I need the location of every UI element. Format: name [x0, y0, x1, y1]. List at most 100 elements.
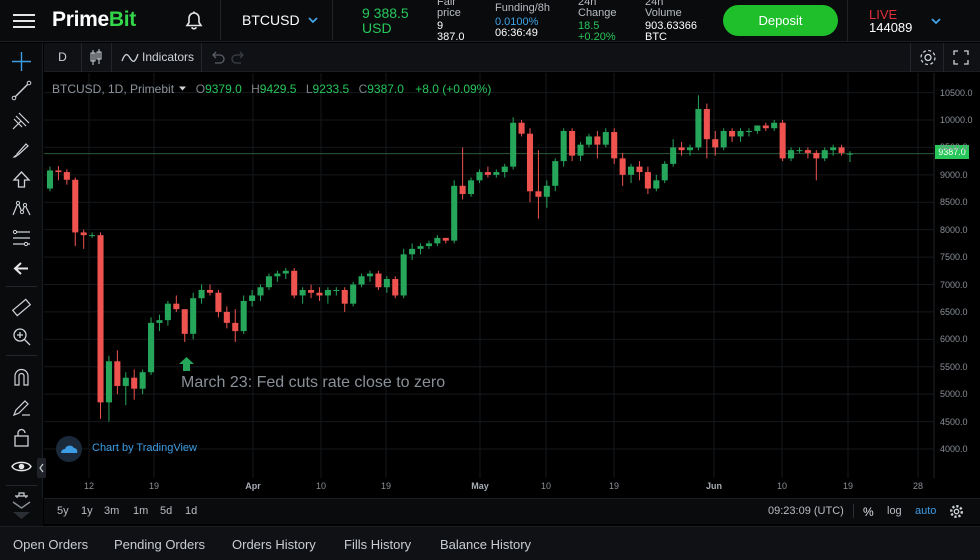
fair-price-value-line1: 9 — [437, 20, 444, 32]
indicators-label: Indicators — [142, 50, 195, 64]
magnet-icon[interactable] — [11, 367, 32, 388]
fib-retracement-icon[interactable] — [11, 228, 32, 249]
caret-down-icon[interactable] — [179, 85, 187, 92]
drawing-toolbar — [0, 43, 43, 526]
candle-up — [425, 243, 432, 247]
candle-up — [577, 144, 584, 156]
symbol-selector[interactable]: BTCUSD — [220, 0, 333, 40]
volume-values: 903.63366 BTC — [645, 21, 697, 43]
percent-scale-toggle[interactable]: % — [863, 505, 874, 519]
candle-down — [535, 191, 542, 197]
candle-style-button[interactable] — [82, 43, 112, 72]
candle-down — [72, 179, 79, 233]
fullscreen-button[interactable] — [944, 43, 978, 72]
undo-icon[interactable] — [207, 43, 227, 72]
candle-down — [729, 130, 736, 137]
candle-up — [686, 147, 694, 151]
undo-redo-group — [202, 43, 252, 72]
range-3m[interactable]: 3m — [104, 505, 120, 517]
time-axis-label: 28 — [912, 481, 924, 491]
range-1m[interactable]: 1m — [133, 505, 149, 517]
primebit-logo[interactable]: PrimeBit — [52, 8, 136, 32]
pattern-icon[interactable] — [11, 198, 32, 219]
price-axis-label: 10500.0 — [940, 87, 973, 98]
change-pct: +0.20% — [578, 31, 616, 43]
candle-down — [594, 136, 601, 145]
candle-up — [560, 130, 567, 162]
candle-up — [324, 289, 331, 296]
volume-label: 24h Volume — [645, 0, 682, 19]
time-axis[interactable]: 12 19 Apr 10 19 May 10 19 Jun 10 19 28 — [44, 479, 980, 497]
toolbar-divider — [6, 286, 37, 287]
collapse-toolbar-button[interactable] — [37, 458, 46, 478]
price-chart[interactable] — [44, 73, 980, 498]
auto-scale-toggle[interactable]: auto — [915, 505, 937, 517]
fair-price-label: Fair price — [437, 0, 461, 19]
deposit-button[interactable]: Deposit — [723, 5, 838, 36]
candle-down — [569, 130, 576, 156]
arrow-left-icon[interactable] — [11, 258, 32, 279]
candle-up — [788, 150, 795, 159]
stay-drawing-icon[interactable] — [11, 397, 32, 418]
lock-icon[interactable] — [11, 427, 32, 448]
utc-time[interactable]: 09:23:09 (UTC) — [768, 505, 844, 517]
candle-up — [46, 170, 54, 189]
volume-label-line2: Volume — [645, 7, 682, 19]
range-bar-divider — [853, 504, 854, 518]
chart-settings-button[interactable] — [910, 43, 944, 72]
candle-up — [274, 273, 281, 277]
range-1y[interactable]: 1y — [81, 505, 93, 517]
pitchfork-icon[interactable] — [11, 110, 32, 131]
fair-price-label-line1: Fair — [437, 0, 456, 8]
candle-up — [821, 150, 828, 159]
candle-up — [358, 276, 365, 285]
log-scale-toggle[interactable]: log — [887, 505, 902, 517]
arrow-up-tool-icon[interactable] — [11, 169, 32, 190]
candle-down — [459, 185, 466, 195]
tab-open-orders[interactable]: Open Orders — [13, 537, 89, 552]
candle-up — [830, 147, 837, 151]
range-1d[interactable]: 1d — [185, 505, 198, 517]
candle-up — [493, 172, 500, 175]
eye-icon[interactable] — [11, 456, 32, 477]
candle-up — [434, 237, 441, 244]
candle-up — [585, 136, 592, 145]
tab-fills-history[interactable]: Fills History — [344, 537, 412, 552]
toolbar-scroll-button[interactable] — [0, 498, 43, 526]
zoom-in-icon[interactable] — [11, 326, 32, 347]
legend-symbol[interactable]: BTCUSD, 1D, Primebit — [52, 82, 175, 96]
chevron-down-icon — [12, 501, 31, 519]
candle-up — [501, 166, 508, 173]
range-5d[interactable]: 5d — [160, 505, 173, 517]
redo-icon[interactable] — [229, 43, 249, 72]
candle-up — [695, 109, 702, 148]
candle-down — [63, 172, 70, 180]
legend-open-label: O — [195, 82, 206, 96]
bell-icon[interactable] — [183, 10, 205, 32]
candle-down — [678, 147, 685, 151]
hamburger-menu-icon[interactable] — [13, 11, 35, 31]
price-axis-label: 9000.0 — [940, 169, 968, 180]
tab-balance-history[interactable]: Balance History — [440, 537, 532, 552]
candle-up — [299, 289, 306, 296]
account-selector[interactable]: LIVE 144089 — [847, 0, 980, 42]
range-5y[interactable]: 5y — [57, 505, 69, 517]
ruler-icon[interactable] — [11, 297, 32, 318]
price-axis-label: 4500.0 — [940, 416, 968, 427]
tab-orders-history[interactable]: Orders History — [232, 537, 316, 552]
crosshair-icon[interactable] — [11, 51, 32, 72]
candle-down — [804, 150, 811, 153]
candle-down — [215, 292, 222, 312]
trend-line-icon[interactable] — [11, 80, 32, 101]
brush-icon[interactable] — [11, 139, 32, 160]
tab-pending-orders[interactable]: Pending Orders — [114, 537, 206, 552]
candle-up — [552, 161, 559, 186]
interval-button[interactable]: D — [44, 43, 82, 72]
gear-icon[interactable] — [949, 504, 964, 519]
indicators-button[interactable]: Indicators — [112, 43, 202, 72]
candle-up — [771, 122, 778, 129]
candle-up — [282, 270, 289, 274]
change-value: 18.5 — [578, 20, 600, 32]
candle-down — [375, 273, 382, 288]
